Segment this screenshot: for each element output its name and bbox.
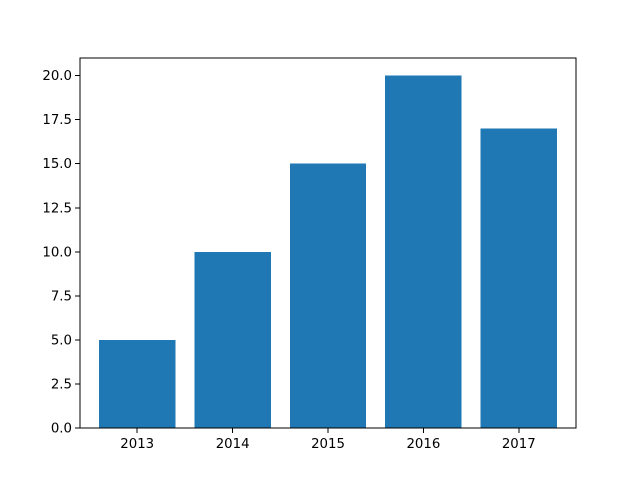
y-tick-label-17.5: 17.5 xyxy=(42,113,72,128)
y-tick-label-2.5: 2.5 xyxy=(51,377,72,392)
y-tick-label-10.0: 10.0 xyxy=(42,245,72,260)
y-axis-ticks: 0.0 2.5 5.0 7.5 10.0 12.5 15.0 17.5 20.0 xyxy=(42,69,80,437)
x-axis-ticks: 2013 2014 2015 2016 2017 xyxy=(120,428,536,452)
bar-2013 xyxy=(99,339,176,428)
x-tick-label-2016: 2016 xyxy=(406,437,440,452)
x-tick-label-2015: 2015 xyxy=(311,437,345,452)
bar-2016 xyxy=(385,75,462,429)
x-tick-label-2014: 2014 xyxy=(216,437,250,452)
y-tick-label-12.5: 12.5 xyxy=(42,201,72,216)
bar-2017 xyxy=(480,128,557,429)
bars-layer xyxy=(99,75,557,429)
x-tick-label-2013: 2013 xyxy=(120,437,154,452)
y-tick-label-5.0: 5.0 xyxy=(51,333,72,348)
bar-2015 xyxy=(289,163,367,428)
bar-2014 xyxy=(194,251,271,428)
y-tick-label-7.5: 7.5 xyxy=(51,289,72,304)
y-tick-label-20.0: 20.0 xyxy=(42,69,72,84)
y-tick-label-15.0: 15.0 xyxy=(42,157,72,172)
x-tick-label-2017: 2017 xyxy=(502,437,536,452)
y-tick-label-0.0: 0.0 xyxy=(51,422,72,437)
